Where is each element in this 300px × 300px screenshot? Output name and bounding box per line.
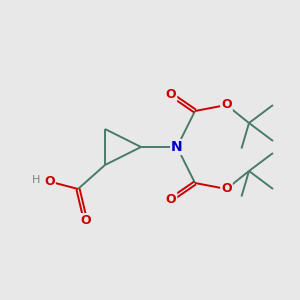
Text: O: O xyxy=(80,214,91,227)
Text: O: O xyxy=(166,193,176,206)
Text: O: O xyxy=(221,182,232,196)
Text: N: N xyxy=(171,140,183,154)
Text: O: O xyxy=(166,88,176,101)
Text: O: O xyxy=(221,98,232,112)
Text: O: O xyxy=(44,175,55,188)
Text: H: H xyxy=(32,175,40,185)
